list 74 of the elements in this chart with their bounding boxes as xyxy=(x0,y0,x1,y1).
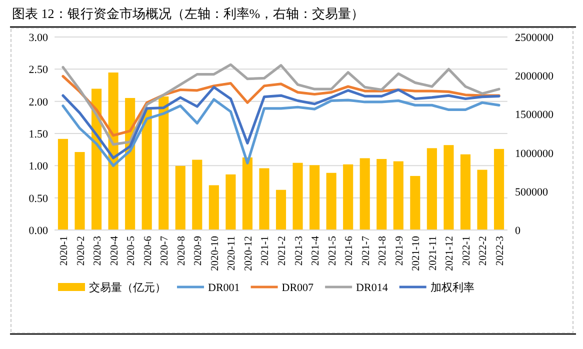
line-series xyxy=(62,86,500,160)
legend-label: DR007 xyxy=(282,282,314,294)
bar xyxy=(360,158,370,230)
x-tick-label: 2020-4 xyxy=(109,235,120,266)
x-tick-label: 2021-5 xyxy=(327,236,338,266)
bar xyxy=(208,185,219,230)
bar xyxy=(292,162,303,230)
y-tick-label: 2.50 xyxy=(28,64,48,76)
x-tick-label: 2020-2 xyxy=(76,236,87,266)
x-tick-label: 2020-6 xyxy=(142,236,154,266)
x-tick-label: 2021-10 xyxy=(411,236,422,271)
bar xyxy=(58,138,68,230)
y2-tick-label: 500000 xyxy=(515,186,548,198)
x-tick-label: 2021-1 xyxy=(260,236,272,266)
legend-label: 交易量（亿元） xyxy=(89,281,166,294)
bar xyxy=(426,148,437,230)
bar xyxy=(460,154,471,230)
bar xyxy=(242,157,252,230)
x-tick-label: 2020-10 xyxy=(210,236,221,271)
x-tick-label: 2021-8 xyxy=(378,236,389,266)
x-tick-label: 2020-5 xyxy=(126,236,138,266)
bar xyxy=(410,176,420,230)
chart-title: 图表 12：银行资金市场概况（左轴：利率%，右轴：交易量） xyxy=(12,6,364,21)
x-tick-label: 2021-11 xyxy=(428,236,439,271)
x-tick-label: 2022-3 xyxy=(495,236,506,266)
x-tick-label: 2022-2 xyxy=(478,236,490,266)
bar xyxy=(343,164,354,230)
bar xyxy=(444,145,454,230)
y2-tick-label: 0 xyxy=(515,225,521,237)
legend-label: DR014 xyxy=(356,282,388,294)
x-tick-label: 2020-11 xyxy=(226,236,238,271)
x-tick-label: 2020-12 xyxy=(243,236,254,271)
bar xyxy=(192,160,202,230)
legend-label: DR001 xyxy=(208,282,240,294)
bar xyxy=(259,168,270,230)
bar xyxy=(74,152,85,230)
line-series xyxy=(62,63,500,146)
bar xyxy=(376,158,387,230)
x-tick-label: 2022-1 xyxy=(461,236,472,266)
y-tick-label: 1.50 xyxy=(28,128,48,140)
x-tick-label: 2020-1 xyxy=(58,236,70,266)
x-tick-label: 2021-4 xyxy=(310,235,322,266)
bar xyxy=(326,172,336,230)
line-series xyxy=(62,98,500,167)
y2-tick-label: 2000000 xyxy=(515,70,554,83)
legend-label: 加权利率 xyxy=(430,281,474,294)
y-tick-label: 0.00 xyxy=(28,225,48,237)
y-tick-label: 3.00 xyxy=(28,32,48,44)
y2-tick-label: 1000000 xyxy=(515,148,554,160)
bar xyxy=(158,96,169,230)
bar xyxy=(142,110,152,230)
bar xyxy=(108,72,118,230)
bar xyxy=(477,170,488,230)
bar xyxy=(393,161,404,230)
bar xyxy=(276,190,286,230)
x-tick-label: 2021-2 xyxy=(277,236,288,266)
x-tick-label: 2021-7 xyxy=(360,236,372,266)
y2-tick-label: 1500000 xyxy=(515,109,554,122)
bar xyxy=(310,165,320,230)
x-tick-label: 2020-3 xyxy=(92,236,104,266)
y-tick-label: 1.00 xyxy=(28,160,48,173)
x-tick-label: 2021-9 xyxy=(394,236,406,266)
y2-tick-label: 2500000 xyxy=(515,32,554,44)
x-tick-label: 2021-3 xyxy=(294,236,305,266)
bar xyxy=(226,174,236,230)
y-tick-label: 2.00 xyxy=(28,96,48,108)
y-tick-label: 0.50 xyxy=(28,192,48,205)
x-tick-label: 2021-12 xyxy=(444,236,456,271)
bar xyxy=(175,166,186,230)
x-tick-label: 2020-8 xyxy=(176,236,188,266)
x-tick-label: 2021-6 xyxy=(344,236,356,266)
x-tick-label: 2020-7 xyxy=(160,236,171,266)
x-tick-label: 2020-9 xyxy=(193,236,204,266)
bar xyxy=(494,148,504,230)
